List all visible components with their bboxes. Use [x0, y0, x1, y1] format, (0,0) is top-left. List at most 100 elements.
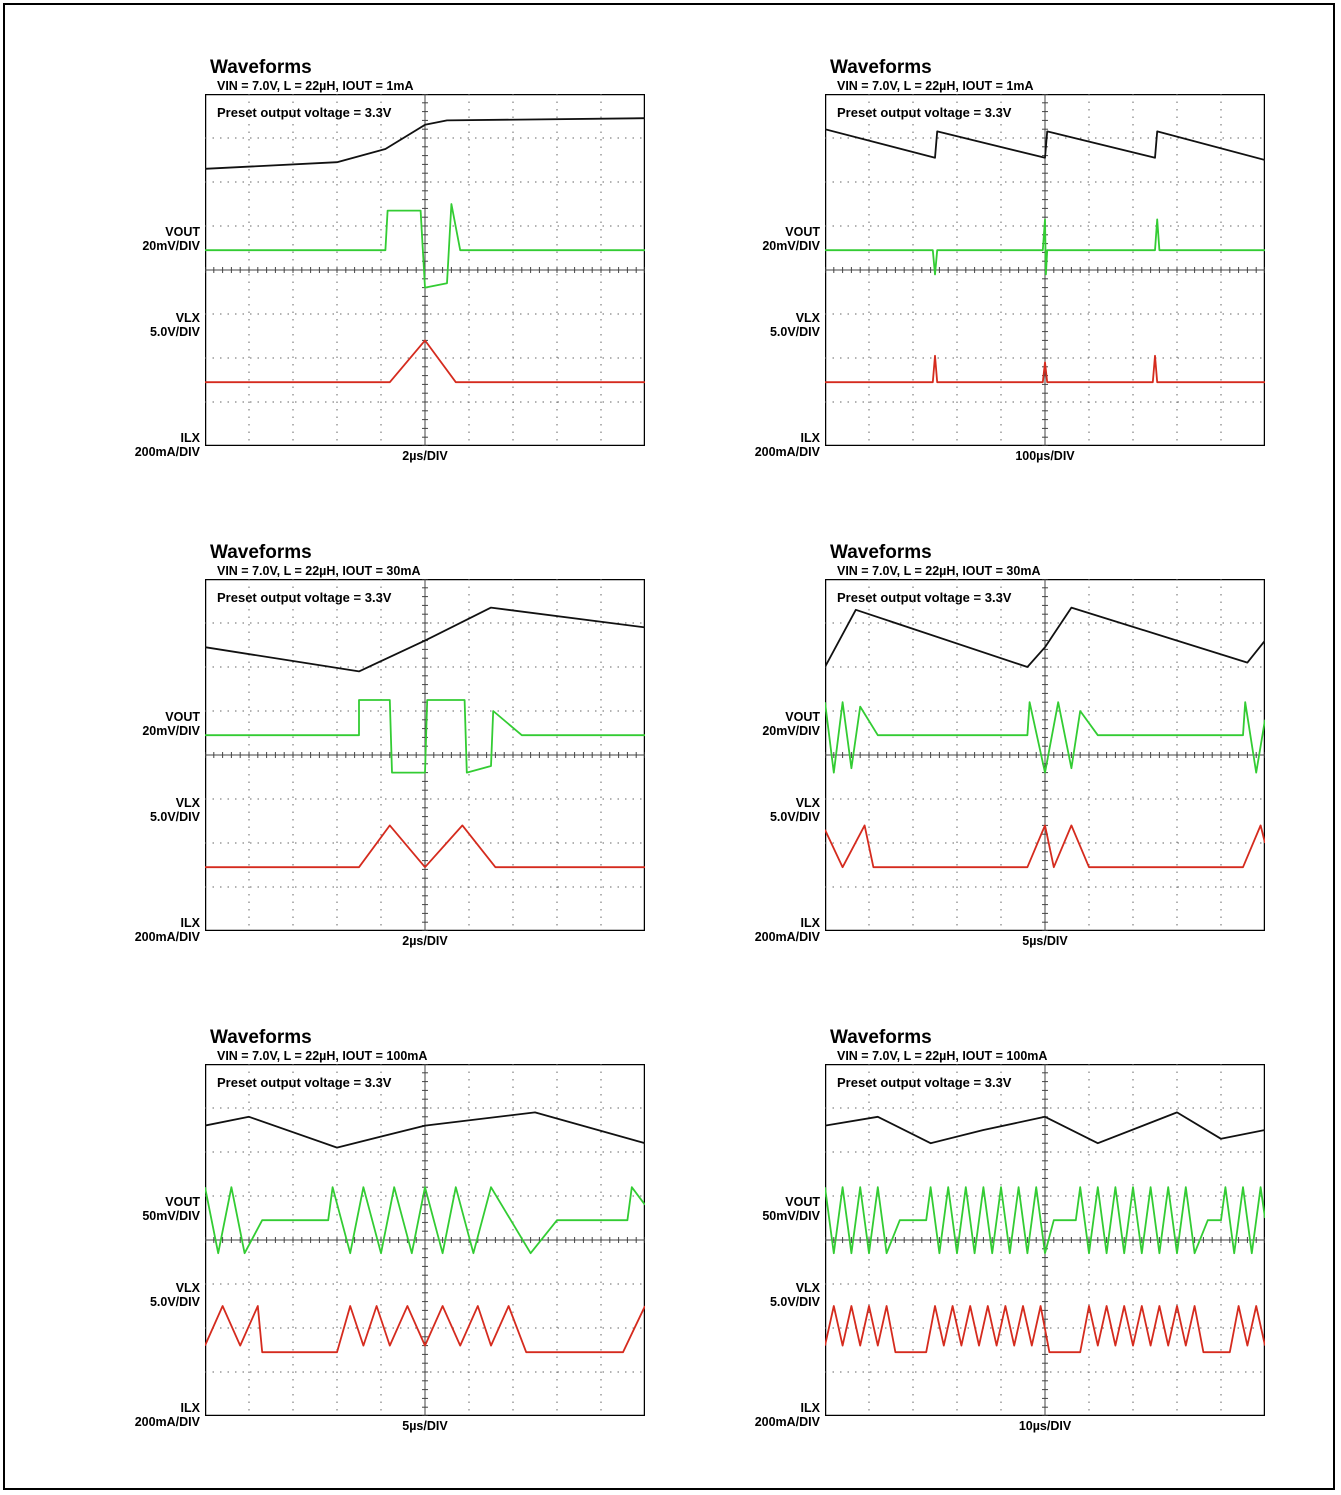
channel-name: VOUT	[785, 225, 820, 239]
waveform-panel: Waveforms VIN = 7.0V, L = 22µH, IOUT = 30…	[135, 542, 645, 992]
vlx-channel-label: VLX 5.0V/DIV	[150, 796, 200, 824]
channel-scale: 200mA/DIV	[134, 1415, 200, 1429]
channel-scale: 5.0V/DIV	[769, 1295, 820, 1309]
channel-scale: 200mA/DIV	[754, 445, 820, 459]
channel-scale: 50mV/DIV	[142, 1209, 200, 1223]
vlx-trace	[205, 699, 645, 774]
timebase-label: 5µs/DIV	[1022, 934, 1068, 948]
page-frame	[3, 3, 1335, 1490]
channel-name: VOUT	[165, 710, 200, 724]
preset-voltage-note: Preset output voltage = 3.3V	[837, 1075, 1012, 1090]
preset-voltage-note: Preset output voltage = 3.3V	[837, 590, 1012, 605]
chart-subtitle: VIN = 7.0V, L = 22µH, IOUT = 1mA	[837, 79, 1034, 93]
channel-name: VLX	[795, 796, 820, 810]
oscilloscope-plot	[205, 94, 645, 446]
vout-trace	[825, 1111, 1265, 1145]
channel-scale: 5.0V/DIV	[149, 325, 200, 339]
timebase-label: 5µs/DIV	[402, 1419, 448, 1433]
timebase-label: 10µs/DIV	[1018, 1419, 1072, 1433]
ilx-trace	[825, 354, 1265, 384]
channel-scale: 5.0V/DIV	[149, 1295, 200, 1309]
timebase-label: 2µs/DIV	[402, 449, 448, 463]
vlx-channel-label: VLX 5.0V/DIV	[770, 311, 820, 339]
vout-trace	[825, 128, 1265, 161]
ilx-trace	[825, 1305, 1265, 1354]
channel-scale: 50mV/DIV	[762, 1209, 820, 1223]
chart-title: Waveforms	[210, 542, 312, 563]
preset-voltage-note: Preset output voltage = 3.3V	[837, 105, 1012, 120]
vlx-channel-label: VLX 5.0V/DIV	[770, 796, 820, 824]
vout-channel-label: VOUT 20mV/DIV	[762, 225, 820, 253]
channel-name: VOUT	[165, 225, 200, 239]
channel-scale: 20mV/DIV	[142, 724, 200, 738]
channel-name: ILX	[180, 431, 200, 445]
channel-scale: 20mV/DIV	[142, 239, 200, 253]
chart-subtitle: VIN = 7.0V, L = 22µH, IOUT = 100mA	[837, 1049, 1048, 1063]
chart-subtitle: VIN = 7.0V, L = 22µH, IOUT = 100mA	[217, 1049, 428, 1063]
channel-name: ILX	[800, 916, 820, 930]
channel-name: ILX	[800, 1401, 820, 1415]
preset-voltage-note: Preset output voltage = 3.3V	[217, 105, 392, 120]
chart-subtitle: VIN = 7.0V, L = 22µH, IOUT = 1mA	[217, 79, 414, 93]
chart-title: Waveforms	[830, 57, 932, 78]
channel-name: VOUT	[785, 1195, 820, 1209]
chart-subtitle: VIN = 7.0V, L = 22µH, IOUT = 30mA	[837, 564, 1041, 578]
vout-channel-label: VOUT 20mV/DIV	[142, 225, 200, 253]
channel-name: ILX	[180, 916, 200, 930]
channel-scale: 5.0V/DIV	[769, 810, 820, 824]
ilx-channel-label: ILX 200mA/DIV	[135, 431, 200, 459]
waveform-panel: Waveforms VIN = 7.0V, L = 22µH, IOUT = 1m…	[755, 57, 1265, 507]
channel-name: VLX	[175, 796, 200, 810]
oscilloscope-plot	[205, 579, 645, 931]
ilx-trace	[825, 824, 1265, 869]
waveform-panel: Waveforms VIN = 7.0V, L = 22µH, IOUT = 10…	[135, 1027, 645, 1477]
vout-channel-label: VOUT 20mV/DIV	[762, 710, 820, 738]
channel-scale: 5.0V/DIV	[769, 325, 820, 339]
chart-title: Waveforms	[210, 57, 312, 78]
preset-voltage-note: Preset output voltage = 3.3V	[217, 1075, 392, 1090]
timebase-label: 2µs/DIV	[402, 934, 448, 948]
oscilloscope-plot	[825, 579, 1265, 931]
channel-scale: 20mV/DIV	[762, 239, 820, 253]
vlx-channel-label: VLX 5.0V/DIV	[150, 1281, 200, 1309]
channel-name: VLX	[175, 1281, 200, 1295]
channel-name: VOUT	[165, 1195, 200, 1209]
channel-scale: 20mV/DIV	[762, 724, 820, 738]
channel-scale: 200mA/DIV	[754, 930, 820, 944]
waveform-panel: Waveforms VIN = 7.0V, L = 22µH, IOUT = 10…	[755, 1027, 1265, 1477]
vlx-trace	[825, 701, 1265, 774]
vlx-trace	[825, 1186, 1265, 1255]
waveform-panel: Waveforms VIN = 7.0V, L = 22µH, IOUT = 1m…	[135, 57, 645, 507]
channel-scale: 5.0V/DIV	[149, 810, 200, 824]
vout-trace	[825, 606, 1265, 668]
chart-subtitle: VIN = 7.0V, L = 22µH, IOUT = 30mA	[217, 564, 421, 578]
channel-name: ILX	[800, 431, 820, 445]
vlx-trace	[205, 1186, 645, 1255]
vout-channel-label: VOUT 20mV/DIV	[142, 710, 200, 738]
vout-channel-label: VOUT 50mV/DIV	[142, 1195, 200, 1223]
vlx-trace	[825, 218, 1265, 276]
channel-scale: 200mA/DIV	[754, 1415, 820, 1429]
ilx-trace	[205, 824, 645, 869]
channel-name: VLX	[795, 1281, 820, 1295]
ilx-trace	[205, 1305, 645, 1354]
channel-name: VOUT	[785, 710, 820, 724]
chart-title: Waveforms	[830, 1027, 932, 1048]
chart-title: Waveforms	[210, 1027, 312, 1048]
channel-scale: 200mA/DIV	[134, 930, 200, 944]
channel-scale: 200mA/DIV	[134, 445, 200, 459]
ilx-channel-label: ILX 200mA/DIV	[755, 431, 820, 459]
ilx-trace	[205, 339, 645, 384]
channel-name: VLX	[795, 311, 820, 325]
preset-voltage-note: Preset output voltage = 3.3V	[217, 590, 392, 605]
vout-channel-label: VOUT 50mV/DIV	[762, 1195, 820, 1223]
oscilloscope-plot	[825, 1064, 1265, 1416]
oscilloscope-plot	[825, 94, 1265, 446]
vout-trace	[205, 606, 645, 673]
vlx-channel-label: VLX 5.0V/DIV	[150, 311, 200, 339]
ilx-channel-label: ILX 200mA/DIV	[135, 916, 200, 944]
vout-trace	[205, 117, 645, 170]
vlx-trace	[205, 203, 645, 289]
ilx-channel-label: ILX 200mA/DIV	[755, 1401, 820, 1429]
chart-title: Waveforms	[830, 542, 932, 563]
